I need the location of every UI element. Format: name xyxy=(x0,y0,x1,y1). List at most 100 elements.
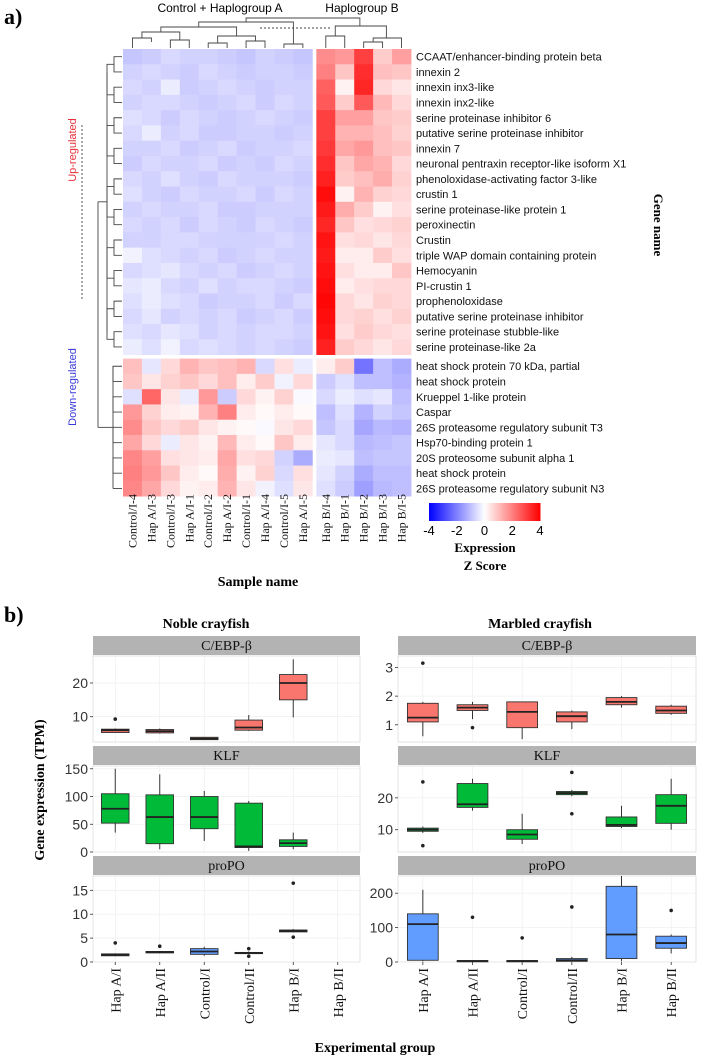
heatmap-cell xyxy=(335,110,355,126)
heatmap-cell xyxy=(335,262,355,279)
heatmap-cell xyxy=(217,480,237,497)
heatmap-cell xyxy=(293,389,313,405)
colorbar-segment xyxy=(460,503,463,521)
heatmap-cell xyxy=(354,262,374,279)
heatmap-cell xyxy=(217,450,237,466)
heatmap-cell xyxy=(160,49,181,65)
heatmap-cell xyxy=(373,79,393,96)
heatmap-cell xyxy=(293,247,313,264)
heatmap-cell xyxy=(316,125,336,142)
heatmap-cell xyxy=(160,465,181,482)
gene-label: crustin 1 xyxy=(416,189,458,201)
box xyxy=(605,805,638,829)
heatmap-cell xyxy=(373,262,393,279)
heatmap-cell xyxy=(255,262,275,279)
sample-label: Control/I-2 xyxy=(201,494,215,548)
heatmap-cell xyxy=(198,110,219,126)
row-dendrogram xyxy=(81,56,122,489)
heatmap-cell xyxy=(316,324,336,340)
heatmap-cell xyxy=(274,404,294,421)
heatmap-cell xyxy=(392,293,412,310)
colorbar-segment xyxy=(473,503,476,521)
heatmap-cell xyxy=(354,389,374,405)
box-body xyxy=(190,796,219,830)
heatmap-cell xyxy=(179,278,200,294)
heatmap-cell xyxy=(316,404,336,421)
heatmap-cell xyxy=(123,125,143,142)
heatmap-cell xyxy=(316,79,336,96)
colorbar-segment xyxy=(440,503,443,521)
heatmap-cell xyxy=(255,389,275,405)
heatmap-cell xyxy=(217,373,237,390)
colorbar-segment xyxy=(441,503,445,521)
colorbar-segment xyxy=(525,503,528,521)
facet-strip-label: proPO xyxy=(208,859,245,874)
outlier-point xyxy=(570,770,574,775)
heatmap-cell xyxy=(236,49,256,65)
outlier-point xyxy=(421,661,425,665)
heatmap-cell xyxy=(179,419,200,436)
y-tick-label: 10 xyxy=(72,906,88,922)
colorbar-segment xyxy=(482,503,485,521)
plot-area xyxy=(397,875,697,963)
heatmap-cell xyxy=(255,324,275,340)
colorbar-segment xyxy=(477,503,480,521)
colorbar-segment xyxy=(532,503,535,521)
heatmap-cell xyxy=(255,186,275,203)
colorbar-segment xyxy=(447,503,450,521)
heatmap-cell xyxy=(293,186,313,203)
colorbar-segment xyxy=(454,503,458,521)
y-tick-label: 20 xyxy=(72,675,88,691)
heatmap-cell xyxy=(198,465,219,482)
heatmap-cell xyxy=(354,450,374,466)
heatmap-cell xyxy=(198,389,219,405)
heatmap-cell xyxy=(316,419,336,436)
y-tick-label: 2 xyxy=(385,688,393,704)
heatmap-cell xyxy=(392,79,412,96)
heatmap: CCAAT/enhancer-binding protein beta innex… xyxy=(81,17,626,548)
colorbar-title-line1: Expression xyxy=(454,540,516,555)
heatmap-cell xyxy=(160,435,181,451)
gene-label: putative serine proteinase inhibitor xyxy=(416,128,584,140)
heatmap-cell xyxy=(198,262,219,279)
box xyxy=(456,778,489,811)
heatmap-cell xyxy=(255,373,275,390)
heatmap-cell xyxy=(160,293,181,310)
colorbar-segment xyxy=(495,503,498,521)
heatmap-cell xyxy=(198,308,219,325)
heatmap-cell xyxy=(373,64,393,80)
heatmap-cell xyxy=(293,262,313,279)
heatmap-cell xyxy=(354,293,374,310)
heatmap-cell xyxy=(217,140,237,157)
heatmap-cell xyxy=(392,171,412,187)
heatmap-cell xyxy=(316,186,336,203)
colorbar-segment xyxy=(484,503,487,521)
experimental-group-axis-label: Experimental group xyxy=(315,1041,436,1056)
sample-label: Control/I-4 xyxy=(125,494,139,548)
heatmap-cell xyxy=(293,308,313,325)
heatmap-cell xyxy=(141,480,162,497)
heatmap-cell xyxy=(274,247,294,264)
x-tick-label: Hap B/II xyxy=(665,968,680,1018)
colorbar-segment xyxy=(528,503,532,521)
sample-label: Hap B/I-3 xyxy=(376,494,390,542)
heatmap-cell xyxy=(123,373,143,390)
up-regulated-label: Up-regulated xyxy=(67,118,79,182)
heatmap-cell xyxy=(335,465,355,482)
heatmap-cell xyxy=(123,155,143,172)
sample-label: Hap A/I-4 xyxy=(258,494,272,542)
colorbar-segment xyxy=(475,503,478,521)
colorbar-segment xyxy=(536,503,539,521)
colorbar-segment xyxy=(497,503,500,521)
heatmap-cell xyxy=(335,450,355,466)
gene-label: heat shock protein xyxy=(416,468,506,480)
heatmap-cell xyxy=(293,358,313,375)
heatmap-cell xyxy=(335,435,355,451)
heatmap-cell xyxy=(123,308,143,325)
x-tick-label: Hap A/II xyxy=(467,968,482,1018)
box xyxy=(506,701,539,740)
heatmap-cell xyxy=(373,293,393,310)
heatmap-cell xyxy=(354,186,374,203)
heatmap-cell xyxy=(255,308,275,325)
heatmap-cell xyxy=(217,465,237,482)
